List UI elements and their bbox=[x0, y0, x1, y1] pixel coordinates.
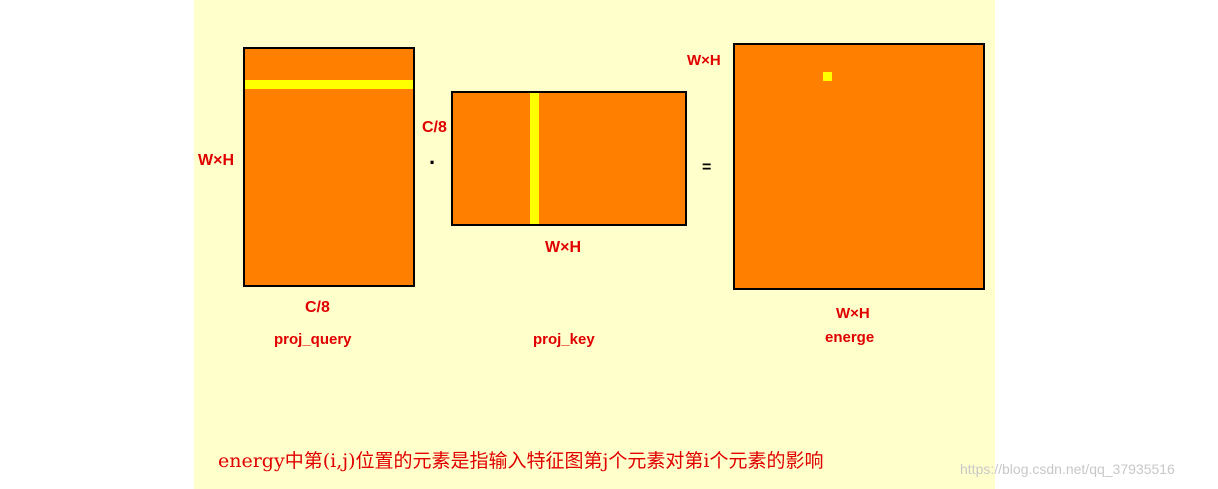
query-rows-label: W×H bbox=[198, 152, 234, 169]
query-matrix bbox=[243, 47, 415, 287]
energy-name-label: energe bbox=[825, 329, 875, 346]
watermark-text: https://blog.csdn.net/qq_37935516 bbox=[960, 461, 1175, 477]
key-rows-label: C/8 bbox=[422, 119, 447, 136]
energy-element-highlight bbox=[823, 72, 832, 81]
energy-cols-label: W×H bbox=[836, 305, 870, 322]
energy-rows-label: W×H bbox=[687, 52, 721, 69]
key-cols-label: W×H bbox=[545, 239, 581, 256]
key-matrix bbox=[451, 91, 687, 226]
key-name-label: proj_key bbox=[533, 331, 595, 348]
query-row-highlight bbox=[245, 80, 413, 89]
equals-operator: = bbox=[702, 159, 712, 176]
dot-operator: · bbox=[429, 150, 437, 175]
query-name-label: proj_query bbox=[274, 331, 352, 348]
query-cols-label: C/8 bbox=[305, 299, 330, 316]
caption-text: energy中第(i,j)位置的元素是指输入特征图第j个元素对第i个元素的影响 bbox=[218, 450, 824, 472]
key-column-highlight bbox=[530, 93, 539, 224]
energy-matrix bbox=[733, 43, 985, 290]
